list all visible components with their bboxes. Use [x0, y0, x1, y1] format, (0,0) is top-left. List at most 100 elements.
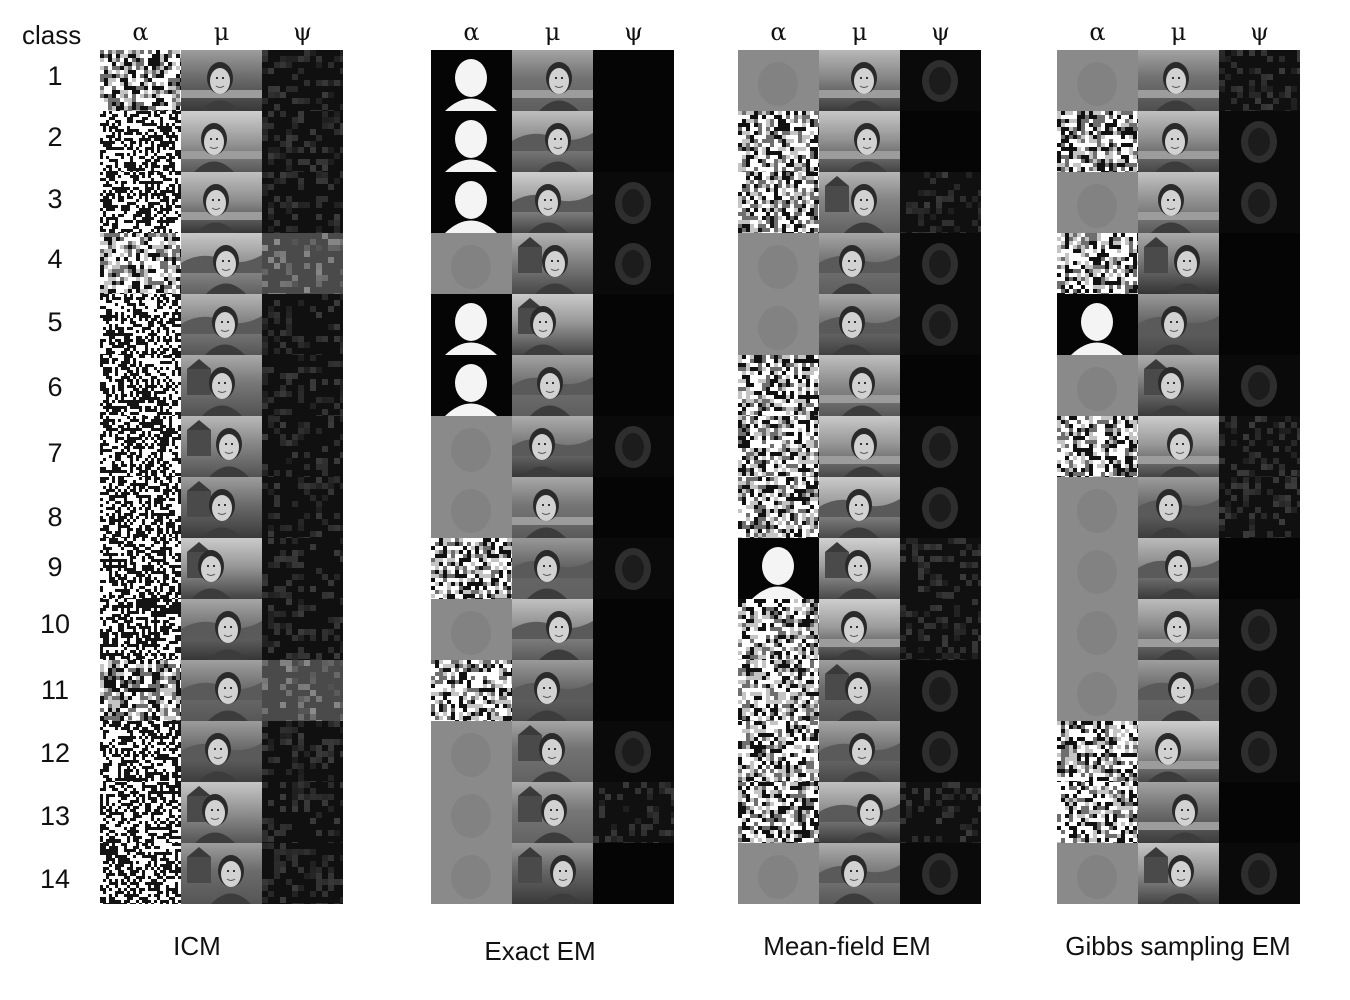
panel-1-class-3-alpha [100, 172, 181, 233]
panel-1-class-2-psi [262, 111, 343, 172]
panel-3-class-5-alpha [738, 294, 819, 355]
panel-3-class-1-alpha [738, 50, 819, 111]
panel-2-class-12-psi [593, 721, 674, 782]
panel-2-class-14-mu [512, 843, 593, 904]
panel-3-class-12-alpha [738, 721, 819, 782]
panel-3-class-7-psi [900, 416, 981, 477]
class-number-10: 10 [39, 609, 71, 639]
class-number-5: 5 [47, 307, 63, 337]
panel-1-class-9-alpha [100, 538, 181, 599]
panel-3-class-8-mu [819, 477, 900, 538]
panel-3-class-6-alpha [738, 355, 819, 416]
class-number-3: 3 [47, 184, 63, 214]
panel-4-class-5-alpha [1057, 294, 1138, 355]
panel-1-class-11-mu [181, 660, 262, 721]
panel-4-class-13-alpha [1057, 782, 1138, 843]
class-number-2: 2 [47, 122, 63, 152]
panel-4-class-9-psi [1219, 538, 1300, 599]
panel-4-class-3-psi [1219, 172, 1300, 233]
panel-3-class-9-alpha [738, 538, 819, 599]
panel-1-class-10-psi [262, 599, 343, 660]
panel-4-title: Gibbs sampling EM [1065, 931, 1291, 961]
class-number-12: 12 [39, 738, 71, 768]
panel-4-class-4-mu [1138, 233, 1219, 294]
panel-3-class-11-psi [900, 660, 981, 721]
panel-1-class-7-mu [181, 416, 262, 477]
panel-4-class-11-alpha [1057, 660, 1138, 721]
panel-4-class-2-psi [1219, 111, 1300, 172]
panel-3-class-7-alpha [738, 416, 819, 477]
panel-4-class-1-mu [1138, 50, 1219, 111]
panel-1-class-8-psi [262, 477, 343, 538]
panel-4-class-6-alpha [1057, 355, 1138, 416]
panel-3-class-10-psi [900, 599, 981, 660]
panel-2-class-5-psi [593, 294, 674, 355]
panel-3-grid [738, 50, 981, 904]
panel-3-class-3-alpha [738, 172, 819, 233]
panel-2-class-8-alpha [431, 477, 512, 538]
panel-1-class-14-psi [262, 843, 343, 904]
panel-4-class-14-mu [1138, 843, 1219, 904]
panel-4-header-psi: ψ [1250, 18, 1269, 46]
panel-3-class-8-alpha [738, 477, 819, 538]
panel-4-class-7-psi [1219, 416, 1300, 477]
panel-2-class-4-psi [593, 233, 674, 294]
panel-4-class-14-psi [1219, 843, 1300, 904]
panel-2-class-6-psi [593, 355, 674, 416]
panel-3-class-9-mu [819, 538, 900, 599]
panel-3-class-6-mu [819, 355, 900, 416]
panel-1-class-4-psi [262, 233, 343, 294]
panel-1-class-13-alpha [100, 782, 181, 843]
panel-3-class-12-mu [819, 721, 900, 782]
panel-4-class-5-mu [1138, 294, 1219, 355]
panel-1-class-5-psi [262, 294, 343, 355]
panel-2-class-13-mu [512, 782, 593, 843]
panel-2-class-12-mu [512, 721, 593, 782]
panel-2-class-5-mu [512, 294, 593, 355]
class-number-7: 7 [47, 438, 63, 468]
panel-2-class-10-psi [593, 599, 674, 660]
panel-2-title: Exact EM [484, 936, 596, 966]
panel-2-class-1-mu [512, 50, 593, 111]
panel-1-class-13-psi [262, 782, 343, 843]
panel-2-class-9-mu [512, 538, 593, 599]
panel-4-class-3-alpha [1057, 172, 1138, 233]
panel-2-class-1-psi [593, 50, 674, 111]
panel-3-class-5-mu [819, 294, 900, 355]
panel-3-class-13-alpha [738, 782, 819, 843]
panel-2-class-14-psi [593, 843, 674, 904]
panel-3-class-3-psi [900, 172, 981, 233]
panel-2-class-1-alpha [431, 50, 512, 111]
panel-3-class-13-mu [819, 782, 900, 843]
panel-2-class-8-mu [512, 477, 593, 538]
panel-1-class-10-alpha [100, 599, 181, 660]
panel-2-class-13-psi [593, 782, 674, 843]
panel-3-class-1-psi [900, 50, 981, 111]
panel-4-header-alpha: α [1089, 18, 1106, 46]
panel-1-class-5-mu [181, 294, 262, 355]
class-number-8: 8 [47, 502, 63, 532]
panel-4-class-4-psi [1219, 233, 1300, 294]
panel-1-header-mu: μ [213, 18, 230, 46]
panel-2-class-5-alpha [431, 294, 512, 355]
panel-3-class-11-alpha [738, 660, 819, 721]
panel-2-class-6-alpha [431, 355, 512, 416]
class-number-4: 4 [47, 244, 63, 274]
class-number-1: 1 [47, 61, 63, 91]
panel-1-class-2-mu [181, 111, 262, 172]
panel-1-class-11-psi [262, 660, 343, 721]
panel-4-class-4-alpha [1057, 233, 1138, 294]
panel-3-class-14-alpha [738, 843, 819, 904]
panel-2-class-3-mu [512, 172, 593, 233]
panel-3-class-2-psi [900, 111, 981, 172]
class-number-13: 13 [39, 801, 71, 831]
panel-1-class-13-mu [181, 782, 262, 843]
panel-1-class-6-alpha [100, 355, 181, 416]
class-number-11: 11 [40, 675, 70, 705]
panel-1-class-4-alpha [100, 233, 181, 294]
panel-1-class-8-alpha [100, 477, 181, 538]
panel-1-class-6-psi [262, 355, 343, 416]
panel-4-class-2-mu [1138, 111, 1219, 172]
panel-2-class-10-alpha [431, 599, 512, 660]
panel-2-grid [431, 50, 674, 904]
